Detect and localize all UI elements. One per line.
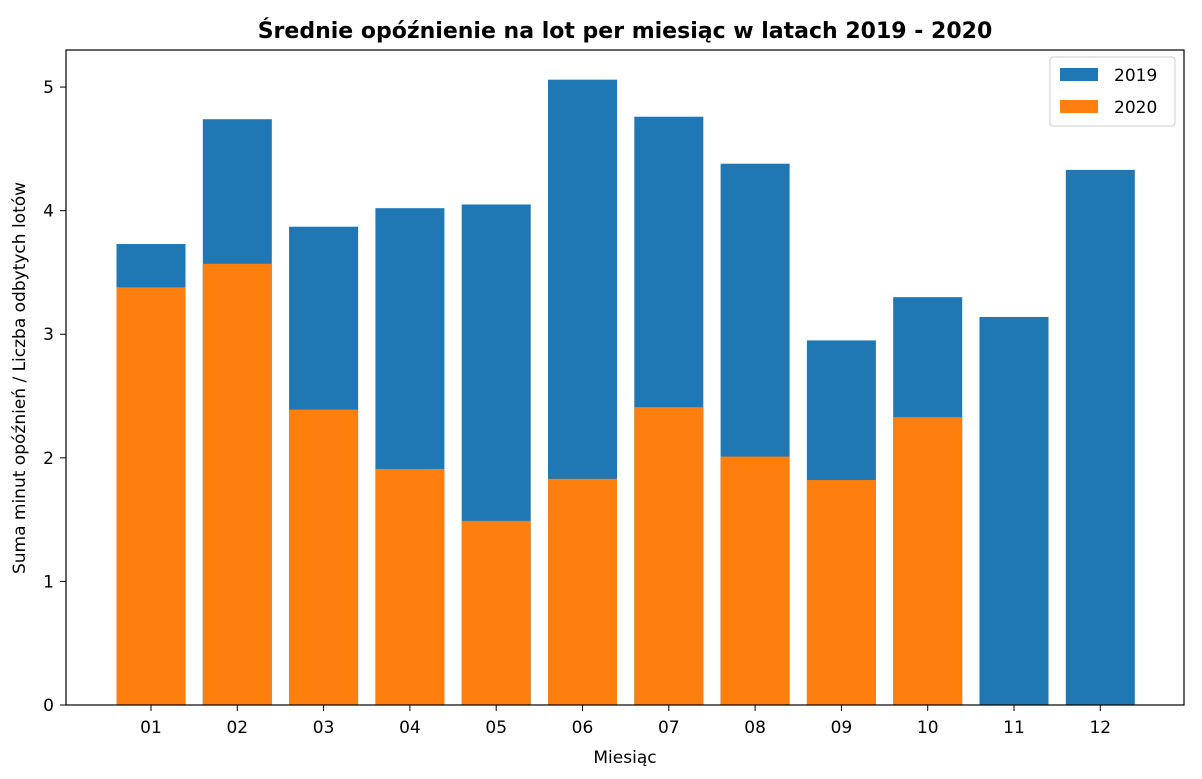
x-axis: 01 02 03 04 05 06 07 08 09 10 11 12 xyxy=(140,705,1111,738)
y-tick-label: 5 xyxy=(43,78,54,98)
bar-2020-06 xyxy=(548,478,617,705)
y-tick-label: 4 xyxy=(43,202,54,222)
bar-2020-10 xyxy=(893,417,963,705)
x-tick-label: 08 xyxy=(744,718,766,738)
bar-2020-04 xyxy=(375,468,445,705)
y-tick-label: 2 xyxy=(43,449,54,469)
x-tick-label: 09 xyxy=(831,718,853,738)
x-tick-label: 04 xyxy=(399,718,421,738)
chart-title: Średnie opóźnienie na lot per miesiąc w … xyxy=(258,18,993,44)
x-tick-label: 07 xyxy=(658,718,680,738)
bar-2020-05 xyxy=(461,520,531,705)
y-tick-label: 0 xyxy=(43,696,54,716)
y-axis-label: Suma minut opóźnień / Liczba odbytych lo… xyxy=(10,182,30,574)
bar-2020-07 xyxy=(634,407,704,705)
x-axis-label: Miesiąc xyxy=(593,748,656,768)
x-tick-label: 11 xyxy=(1003,718,1025,738)
x-tick-label: 02 xyxy=(226,718,248,738)
bar-2019-11 xyxy=(979,316,1049,705)
x-tick-label: 01 xyxy=(140,718,162,738)
legend-label-2020: 2020 xyxy=(1114,98,1157,118)
x-tick-label: 12 xyxy=(1089,718,1111,738)
legend-swatch-2020 xyxy=(1060,100,1098,113)
y-tick-label: 3 xyxy=(43,325,54,345)
bars-layer xyxy=(116,79,1135,706)
legend-label-2019: 2019 xyxy=(1114,66,1157,86)
bar-2020-02 xyxy=(202,263,272,705)
bar-2020-01 xyxy=(116,287,186,705)
y-axis: 0 1 2 3 4 5 xyxy=(43,78,66,716)
bar-2020-09 xyxy=(806,480,876,705)
x-tick-label: 10 xyxy=(917,718,939,738)
bar-2019-12 xyxy=(1065,169,1135,705)
x-tick-label: 05 xyxy=(485,718,507,738)
x-tick-label: 03 xyxy=(313,718,335,738)
x-tick-label: 06 xyxy=(572,718,594,738)
y-tick-label: 1 xyxy=(43,572,54,592)
legend: 2019 2020 xyxy=(1049,56,1176,127)
bar-2020-08 xyxy=(720,456,790,705)
legend-swatch-2019 xyxy=(1060,68,1098,81)
bar-2020-03 xyxy=(289,409,359,705)
plot-frame xyxy=(65,49,1185,706)
